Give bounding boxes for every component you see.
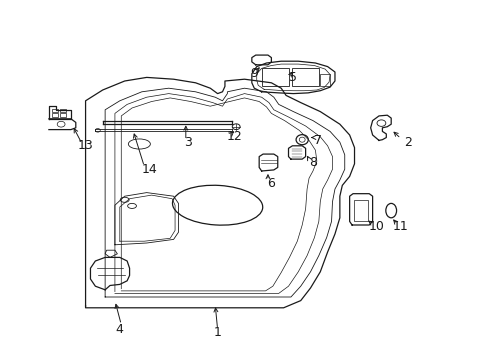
Text: 8: 8 <box>308 156 316 169</box>
Bar <box>60 109 66 112</box>
Bar <box>52 113 58 117</box>
Text: 2: 2 <box>404 136 411 149</box>
Bar <box>261 68 288 86</box>
Bar <box>291 68 318 86</box>
Bar <box>60 113 66 117</box>
Text: 13: 13 <box>78 139 93 152</box>
Text: 14: 14 <box>141 163 157 176</box>
Text: 3: 3 <box>184 136 192 149</box>
Bar <box>353 200 367 221</box>
Text: 11: 11 <box>392 220 408 233</box>
Text: 5: 5 <box>289 71 297 84</box>
Text: 1: 1 <box>213 327 221 339</box>
Text: 6: 6 <box>267 177 275 190</box>
Text: 10: 10 <box>368 220 384 233</box>
Text: 4: 4 <box>116 323 123 336</box>
Text: 9: 9 <box>250 67 258 80</box>
Bar <box>52 109 58 112</box>
Text: 12: 12 <box>226 130 242 143</box>
Bar <box>320 74 329 86</box>
Text: 7: 7 <box>313 134 321 147</box>
